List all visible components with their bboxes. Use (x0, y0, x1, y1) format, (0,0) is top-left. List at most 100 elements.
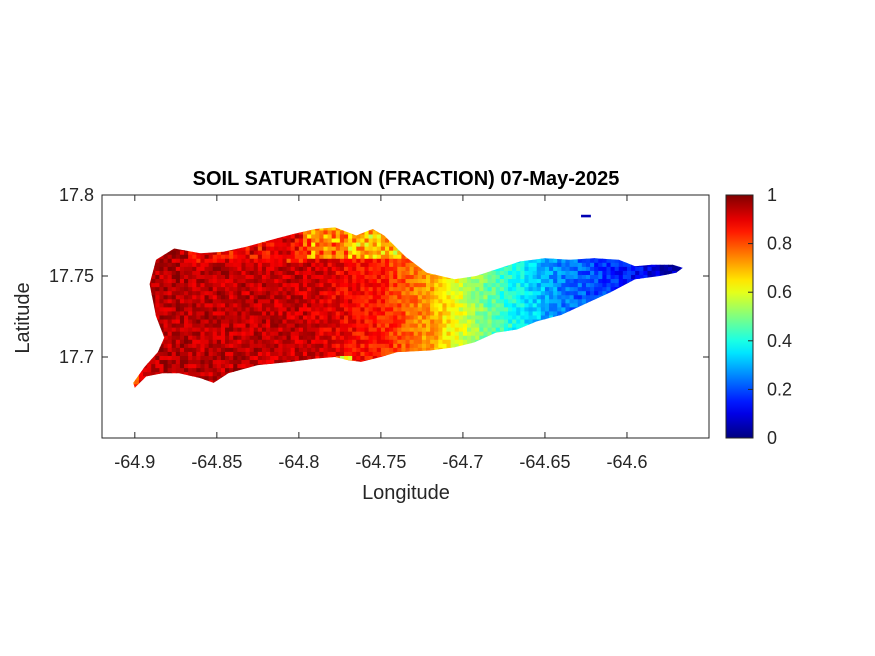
saturation-cell (192, 339, 197, 344)
saturation-cell (368, 250, 374, 255)
saturation-cell (282, 282, 288, 288)
saturation-cell (225, 258, 230, 263)
saturation-cell (133, 310, 136, 316)
saturation-cell (577, 227, 583, 231)
saturation-cell (557, 310, 562, 316)
saturation-cell (540, 327, 546, 332)
saturation-cell (544, 298, 550, 304)
saturation-cell (532, 270, 538, 275)
saturation-cell (220, 375, 226, 381)
saturation-cell (257, 310, 263, 316)
saturation-cell (503, 290, 509, 296)
saturation-cell (245, 241, 251, 247)
saturation-cell (139, 222, 144, 227)
saturation-cell (380, 270, 386, 275)
saturation-cell (302, 262, 308, 267)
saturation-cell (356, 282, 361, 288)
saturation-cell (290, 302, 296, 308)
saturation-cell (520, 339, 526, 344)
saturation-cell (192, 306, 197, 312)
saturation-cell (151, 371, 156, 377)
saturation-cell (553, 294, 558, 300)
saturation-cell (340, 218, 345, 223)
saturation-cell (282, 286, 288, 292)
saturation-cell (536, 367, 542, 373)
saturation-cell (204, 270, 210, 275)
saturation-cell (253, 351, 259, 356)
saturation-cell (581, 274, 587, 280)
saturation-cell (586, 222, 591, 227)
saturation-cell (335, 237, 341, 243)
saturation-cell (323, 250, 329, 255)
saturation-cell (327, 306, 333, 312)
saturation-cell (302, 274, 308, 280)
saturation-cell (352, 241, 357, 247)
saturation-cell (417, 318, 423, 324)
saturation-cell (220, 294, 226, 300)
saturation-cell (499, 233, 505, 239)
saturation-cell (458, 367, 464, 373)
saturation-cell (278, 302, 284, 308)
saturation-cell (533, 218, 538, 223)
saturation-cell (409, 371, 415, 377)
saturation-cell (133, 278, 136, 284)
saturation-cell (311, 327, 316, 332)
saturation-cell (212, 387, 218, 388)
saturation-cell (499, 278, 505, 284)
saturation-cell (565, 367, 571, 373)
saturation-cell (364, 335, 370, 340)
saturation-cell (167, 282, 173, 288)
saturation-cell (323, 355, 329, 361)
saturation-cell (175, 322, 181, 328)
saturation-cell (561, 298, 567, 304)
saturation-cell (212, 258, 218, 263)
saturation-cell (208, 237, 214, 243)
saturation-cell (245, 302, 251, 308)
saturation-cell (302, 331, 308, 336)
saturation-cell (216, 355, 222, 361)
saturation-cell (364, 262, 370, 267)
saturation-cell (171, 274, 177, 280)
saturation-cell (360, 278, 366, 284)
saturation-cell (216, 254, 222, 259)
saturation-cell (495, 241, 501, 247)
saturation-cell (220, 278, 226, 284)
saturation-cell (167, 375, 173, 381)
saturation-cell (380, 250, 386, 255)
saturation-cell (565, 302, 571, 308)
saturation-cell (557, 270, 562, 275)
saturation-cell (278, 294, 284, 300)
saturation-cell (492, 392, 497, 397)
saturation-cell (127, 282, 132, 287)
saturation-cell (483, 282, 489, 288)
saturation-cell (389, 355, 394, 361)
saturation-cell (385, 222, 390, 227)
saturation-cell (565, 335, 571, 340)
saturation-cell (479, 387, 485, 388)
saturation-cell (426, 383, 431, 388)
saturation-cell (561, 347, 567, 352)
saturation-cell (323, 347, 329, 352)
saturation-cell (569, 286, 575, 292)
saturation-cell (462, 351, 468, 356)
saturation-cell (569, 241, 575, 247)
saturation-cell (270, 218, 275, 223)
saturation-cell (549, 246, 554, 251)
saturation-cell (380, 310, 386, 316)
saturation-cell (245, 237, 251, 243)
saturation-cell (553, 250, 558, 255)
saturation-cell (175, 306, 181, 312)
saturation-cell (454, 262, 460, 267)
saturation-cell (483, 290, 489, 296)
saturation-cell (171, 327, 177, 332)
saturation-cell (261, 314, 267, 320)
saturation-cell (384, 335, 390, 340)
saturation-cell (516, 347, 521, 352)
saturation-cell (450, 343, 456, 348)
saturation-cell (151, 327, 156, 332)
saturation-cell (590, 347, 595, 352)
saturation-cell (356, 233, 361, 239)
saturation-cell (175, 274, 181, 280)
saturation-cell (557, 294, 562, 300)
saturation-cell (196, 278, 202, 284)
